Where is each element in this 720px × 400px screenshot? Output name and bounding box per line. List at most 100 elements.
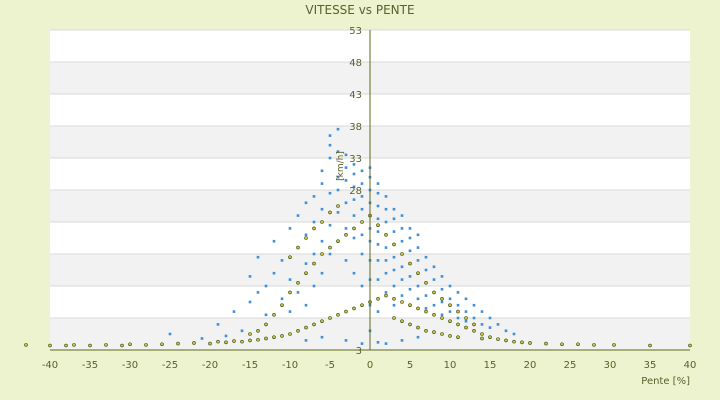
data-point (320, 207, 324, 211)
data-point (384, 259, 388, 262)
series-0 (168, 127, 516, 345)
x-tick-label: 15 (484, 360, 497, 371)
data-point (424, 294, 428, 297)
data-point (408, 249, 412, 253)
data-point (344, 233, 348, 237)
data-point (392, 303, 396, 307)
data-point (384, 207, 388, 211)
x-tick-label: -35 (82, 360, 98, 371)
data-point (376, 278, 380, 281)
x-tick-label: -30 (122, 360, 138, 371)
data-point (320, 169, 324, 173)
x-axis-tick-labels: -40 -35 -30 -25 -20 -15 -10 -5 0 5 10 15 20 25 30 35 40 (42, 360, 697, 371)
data-point (256, 328, 260, 333)
data-point (352, 172, 356, 176)
data-point (328, 316, 332, 320)
data-point (648, 343, 652, 348)
data-point (120, 343, 124, 348)
data-point (392, 242, 396, 247)
x-tick-label: -5 (325, 360, 335, 371)
y-tick-label: 43 (349, 90, 362, 101)
data-point (160, 342, 164, 347)
data-point (144, 343, 148, 347)
data-point (416, 325, 420, 330)
data-point (416, 297, 420, 301)
data-point (376, 259, 380, 262)
data-point (224, 340, 228, 345)
data-point (464, 325, 468, 330)
data-point (304, 325, 308, 330)
data-point (352, 185, 356, 189)
data-point (304, 262, 308, 265)
data-point (344, 153, 348, 157)
data-point (64, 343, 68, 348)
data-point (432, 290, 436, 295)
data-point (376, 296, 380, 301)
data-point (288, 278, 292, 281)
data-point (496, 337, 500, 341)
data-point (392, 255, 396, 259)
data-point (352, 226, 356, 231)
data-point (176, 341, 180, 346)
data-point (408, 236, 412, 240)
data-point (480, 310, 484, 313)
data-point (376, 204, 380, 208)
data-point (288, 255, 292, 260)
y-axis-label: [km/h] (336, 151, 346, 181)
data-point (88, 343, 92, 348)
data-point (384, 271, 388, 275)
data-point (512, 339, 516, 344)
data-point (272, 335, 276, 340)
data-point (448, 310, 452, 313)
data-point (456, 335, 460, 340)
data-point (376, 223, 380, 227)
data-point (392, 207, 396, 211)
data-point (320, 182, 324, 185)
data-point (424, 309, 428, 314)
data-point (424, 307, 428, 310)
data-point (352, 236, 356, 240)
data-point (440, 275, 444, 278)
data-point (336, 188, 340, 192)
data-point (456, 291, 460, 294)
data-point (304, 271, 308, 276)
data-point (336, 150, 340, 153)
chart-title: VITESSE vs PENTE (305, 3, 414, 17)
data-point (432, 265, 436, 269)
data-point (312, 195, 316, 198)
data-point (344, 339, 348, 342)
data-point (432, 312, 436, 317)
data-point (104, 343, 108, 347)
data-point (392, 268, 396, 272)
data-point (304, 233, 308, 237)
data-point (392, 217, 396, 221)
x-tick-label: 10 (444, 360, 457, 371)
data-point (288, 227, 292, 230)
data-point (464, 319, 468, 323)
data-point (312, 261, 316, 266)
data-point (352, 271, 356, 275)
data-point (280, 259, 284, 262)
data-point (304, 236, 308, 240)
data-point (312, 322, 316, 327)
data-point (248, 300, 252, 304)
data-point (216, 339, 220, 344)
data-point (272, 312, 276, 317)
data-point (408, 287, 412, 291)
data-point (464, 310, 468, 313)
data-point (264, 313, 268, 317)
data-point (400, 214, 404, 217)
data-point (288, 310, 292, 313)
data-point (256, 337, 260, 342)
data-point (128, 342, 132, 347)
data-point (416, 284, 420, 288)
data-point (464, 297, 468, 301)
data-point (400, 319, 404, 324)
data-point (272, 271, 276, 275)
data-point (296, 291, 300, 294)
data-point (472, 303, 476, 307)
data-point (424, 268, 428, 272)
data-point (360, 220, 364, 224)
data-point (296, 280, 300, 285)
